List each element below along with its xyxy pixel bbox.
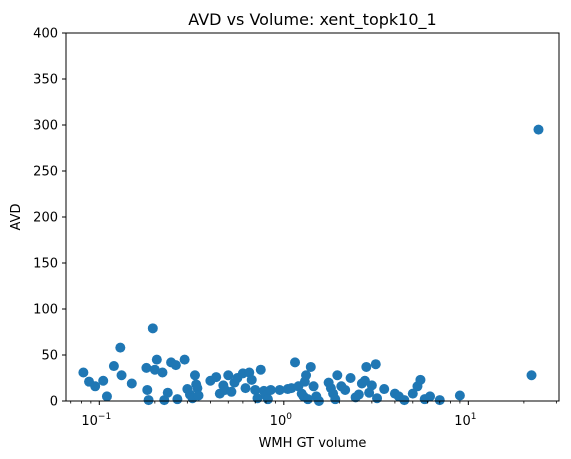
data-point [255, 364, 266, 375]
data-point [361, 361, 372, 372]
data-point [162, 387, 173, 398]
y-tick-label: 400 [33, 27, 58, 42]
data-point [454, 390, 465, 401]
plot-area [65, 32, 560, 406]
data-point [179, 354, 190, 365]
data-point [353, 389, 364, 400]
data-point [108, 361, 119, 372]
data-point [407, 388, 418, 399]
data-point [379, 384, 390, 395]
y-tick-label: 250 [33, 165, 58, 180]
data-point [265, 384, 276, 395]
data-point [308, 381, 319, 392]
y-axis-label: AVD [9, 204, 24, 231]
data-point [151, 354, 162, 365]
y-tick-label: 100 [33, 303, 58, 318]
data-point [526, 370, 537, 381]
data-point [399, 395, 410, 406]
data-point [262, 394, 273, 405]
y-tick-label: 0 [50, 395, 58, 410]
data-point [142, 384, 153, 395]
data-point [172, 394, 183, 405]
data-point [370, 359, 381, 370]
data-point [425, 391, 436, 402]
data-point [372, 393, 383, 404]
data-point [189, 370, 200, 381]
data-point [193, 390, 204, 401]
data-point [345, 373, 356, 383]
x-tick-label: 10−1 [81, 412, 111, 429]
data-point [115, 342, 126, 353]
data-point [226, 386, 237, 397]
data-point [533, 124, 544, 135]
data-point [302, 394, 313, 405]
y-tick-label: 350 [33, 73, 58, 88]
x-tick-label: 101 [454, 412, 476, 429]
data-point [434, 395, 445, 406]
data-point [141, 362, 152, 373]
data-point [157, 367, 168, 378]
chart-title: AVD vs Volume: xent_topk10_1 [188, 10, 436, 30]
data-point [240, 383, 251, 394]
data-point [90, 381, 101, 392]
data-point [143, 395, 154, 406]
data-point [340, 384, 351, 395]
data-point [147, 323, 158, 334]
data-point [246, 374, 257, 385]
x-tick-label: 100 [270, 412, 293, 429]
data-point [274, 384, 285, 395]
data-point [192, 383, 203, 394]
data-point [330, 394, 341, 405]
y-axis: 0 50 100 150 200 250 300 350 400 [33, 27, 66, 410]
y-tick-label: 200 [33, 211, 58, 226]
data-point [170, 360, 181, 371]
y-tick-label: 300 [33, 119, 58, 134]
x-axis: 10−1 100 101 [70, 401, 557, 429]
data-point [305, 361, 316, 372]
data-point [211, 372, 222, 383]
plot-background [66, 33, 559, 401]
data-point [116, 370, 127, 381]
data-point [126, 378, 137, 389]
points-layer [78, 124, 544, 406]
data-point [332, 370, 343, 381]
y-tick-label: 50 [41, 349, 58, 364]
data-point [415, 374, 426, 385]
data-point [78, 367, 89, 378]
x-axis-label: WMH GT volume [259, 436, 367, 451]
data-point [250, 384, 261, 395]
data-point [149, 364, 160, 375]
data-point [301, 370, 312, 381]
data-point [223, 370, 234, 381]
data-point [101, 391, 112, 402]
data-point [290, 357, 301, 368]
data-point [366, 380, 377, 391]
y-tick-label: 150 [33, 257, 58, 272]
data-point [98, 375, 109, 386]
